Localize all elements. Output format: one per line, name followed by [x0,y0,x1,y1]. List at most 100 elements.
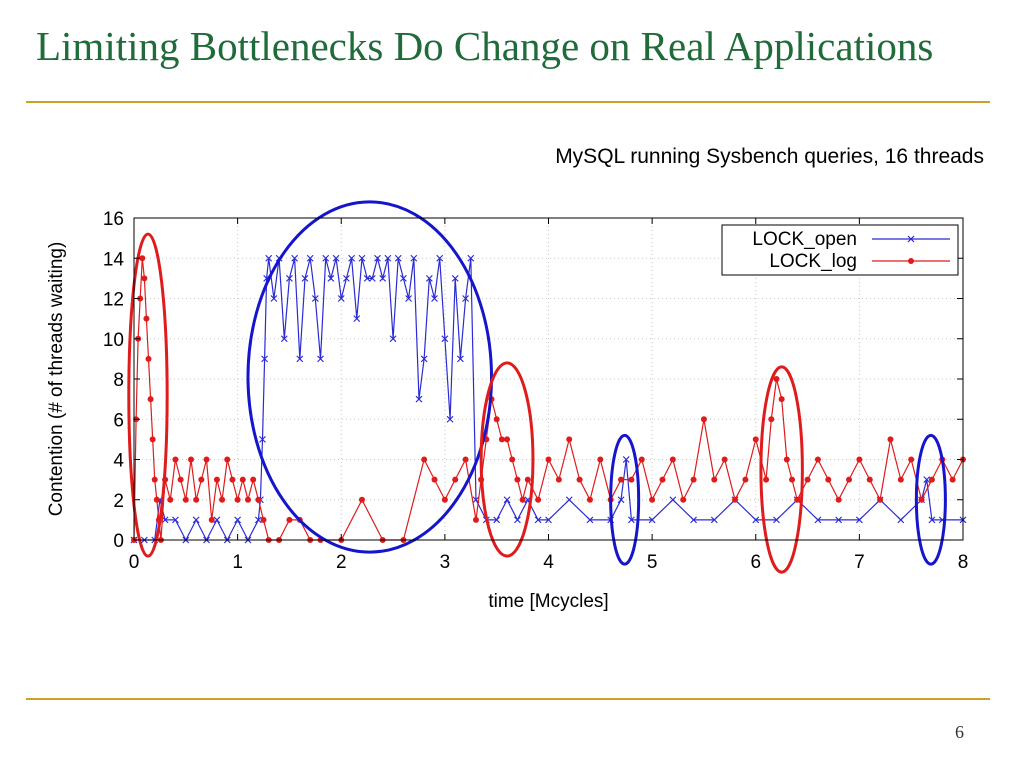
data-point [545,516,552,524]
data-point [452,476,459,483]
data-point [353,315,361,323]
highlight-ellipse [914,433,947,566]
x-tick-label: 8 [958,552,969,573]
legend-marker [908,258,914,264]
data-point [421,456,428,463]
data-point [177,476,184,483]
bottom-divider [26,698,990,700]
data-point [384,254,392,262]
data-point [291,254,299,262]
data-point [368,274,376,282]
data-point [213,476,220,483]
data-point [405,295,413,302]
data-point [773,376,780,382]
data-point [789,476,796,483]
data-point [949,476,956,483]
data-point [669,496,677,504]
data-point [446,415,454,423]
data-point [503,496,511,504]
data-point [680,496,687,503]
data-point [835,516,843,524]
data-point [187,456,194,463]
data-point [586,496,593,503]
data-point [229,476,236,483]
data-point [425,274,433,282]
data-point [804,476,811,483]
data-point [379,274,387,282]
x-tick-label: 5 [647,552,658,573]
data-point [431,476,438,483]
data-point [143,315,150,322]
data-point [172,516,179,524]
data-point [420,355,428,363]
data-point [374,254,381,262]
highlight-ellipse [479,361,535,558]
data-point [768,416,775,423]
data-point [794,496,801,503]
data-point [669,456,676,463]
highlight-ellipse [609,433,641,566]
data-point [332,254,340,262]
slide-number: 6 [955,722,964,742]
data-point [153,496,160,503]
data-point [690,476,697,483]
data-point [254,516,262,524]
data-point [627,516,635,524]
data-point [389,335,397,343]
data-point [618,476,625,483]
data-point [866,476,873,483]
data-point [286,274,293,282]
data-point [524,476,531,483]
data-point [358,496,365,503]
x-tick-label: 2 [336,552,347,573]
data-point [690,516,697,524]
data-point [394,254,402,262]
data-point [846,476,853,483]
data-point [410,254,418,262]
x-axis-label: time [Mcycles] [488,591,608,612]
data-point [923,476,931,484]
data-point [462,295,470,302]
data-point [519,496,526,503]
y-tick-label: 2 [113,491,124,512]
data-point [415,395,423,403]
data-point [597,456,604,463]
data-point [576,476,583,483]
data-point [322,254,330,262]
data-point [825,476,832,483]
data-point [286,516,293,523]
data-point [628,476,635,483]
data-point [224,456,231,463]
data-point [763,476,770,483]
data-point [897,476,904,483]
data-point [280,335,288,343]
data-point [301,274,309,282]
y-tick-label: 16 [103,209,124,230]
data-point [234,496,241,503]
x-tick-label: 3 [440,552,451,573]
data-point [586,516,594,524]
data-point [306,254,314,262]
data-point [504,436,511,443]
x-tick-label: 6 [750,552,761,573]
data-point [649,496,656,503]
top-divider [26,101,990,103]
data-point [877,496,884,503]
data-point [139,255,146,262]
highlight-ellipse [759,365,804,574]
data-point [203,456,210,463]
data-point [260,516,267,523]
data-point [467,254,475,262]
data-point [513,516,521,524]
data-point [887,436,894,443]
data-point [145,355,152,362]
data-point [259,435,266,443]
data-point [348,254,356,262]
data-point [451,274,459,282]
data-point [648,516,656,524]
x-tick-label: 1 [232,552,243,573]
data-point [182,496,189,503]
data-point [219,496,226,503]
